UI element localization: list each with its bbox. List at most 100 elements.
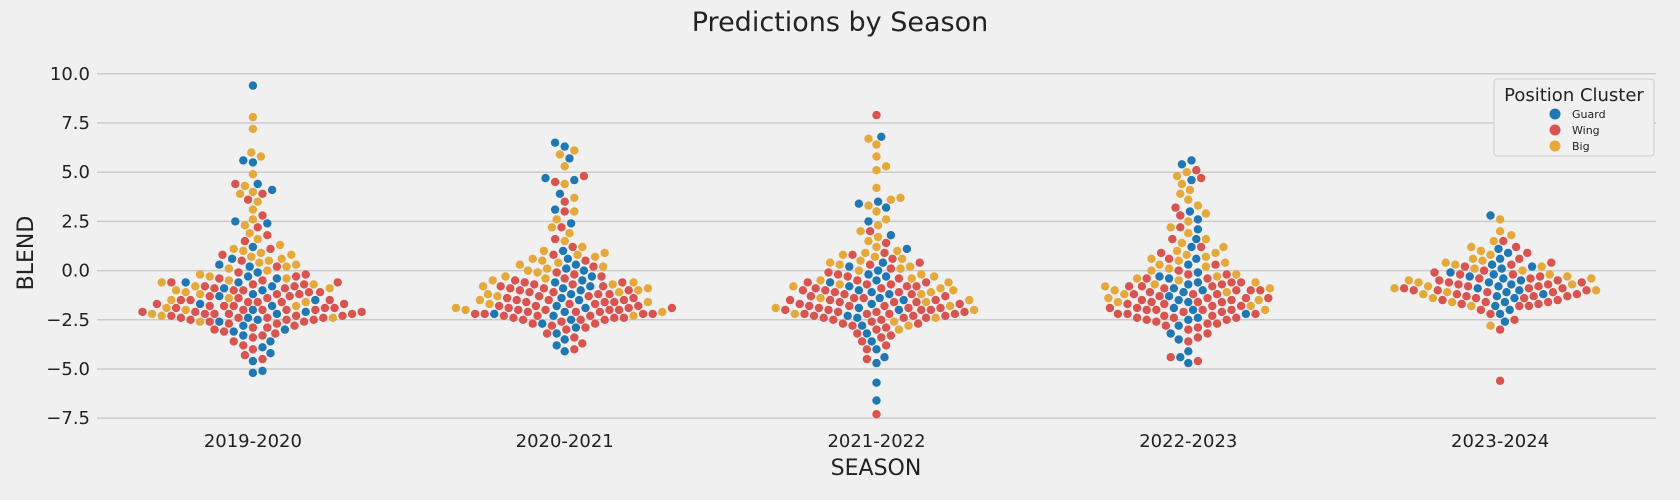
swarm-point-wing [1236, 278, 1246, 287]
swarm-point-wing [907, 290, 916, 299]
swarm-point-wing [1164, 254, 1174, 263]
x-tick-label: 2023-2024 [1451, 431, 1549, 452]
swarm-point-big [1132, 274, 1142, 283]
swarm-point-big [147, 309, 157, 319]
swarm-point-big [861, 248, 870, 258]
swarm-point-wing [271, 329, 280, 338]
swarm-point-wing [234, 313, 243, 322]
swarm-point-wing [600, 315, 609, 324]
swarm-point-wing [502, 293, 512, 303]
swarm-point-wing [1132, 303, 1142, 313]
swarm-point-wing [598, 282, 608, 291]
swarm-point-guard [272, 309, 282, 319]
swarm-point-guard [877, 132, 886, 141]
swarm-point-wing [859, 293, 868, 303]
swarm-point-big [256, 152, 266, 161]
swarm-point-big [1486, 321, 1495, 330]
swarm-point-wing [848, 250, 857, 259]
swarm-point-wing [862, 280, 872, 289]
swarm-point-big [1478, 256, 1487, 265]
swarm-point-guard [301, 307, 310, 317]
swarm-point-guard [854, 286, 864, 295]
swarm-point-wing [494, 301, 504, 311]
swarm-point-wing [595, 307, 605, 317]
swarm-point-big [451, 303, 461, 313]
swarm-point-wing [1563, 292, 1572, 301]
swarm-point-guard [872, 358, 881, 368]
x-tick-label: 2019-2020 [204, 431, 302, 452]
swarm-point-big [881, 162, 891, 171]
swarm-point-big [1441, 258, 1450, 267]
swarm-point-big [578, 242, 587, 252]
swarm-point-big [205, 272, 214, 281]
swarm-point-big [873, 232, 883, 242]
swarm-point-guard [587, 272, 597, 281]
swarm-point-wing [266, 244, 275, 254]
swarm-point-wing [357, 307, 366, 317]
swarm-point-guard [875, 293, 884, 303]
swarm-point-wing [880, 248, 889, 258]
swarm-point-big [253, 197, 262, 206]
swarm-point-guard [550, 278, 560, 287]
swarm-point-big [1232, 270, 1241, 279]
swarm-point-big [191, 282, 200, 291]
swarm-point-wing [1241, 293, 1251, 303]
swarm-point-big [1251, 278, 1260, 287]
swarm-point-wing [894, 288, 904, 297]
swarm-point-guard [258, 366, 267, 376]
swarm-point-guard [576, 286, 585, 295]
x-tick-labels: 2019-2020 2020-2021 2021-2022 2022-2023 2023… [204, 431, 1549, 452]
swarm-point-wing [886, 264, 896, 273]
swarm-point-guard [1184, 315, 1193, 324]
swarm-point-big [1174, 276, 1183, 285]
swarm-point-wing [1251, 309, 1260, 319]
swarm-point-wing [504, 303, 513, 313]
swarm-point-guard [1497, 264, 1506, 273]
swarm-point-wing [205, 292, 214, 301]
swarm-point-guard [1502, 288, 1511, 297]
swarm-point-big [1419, 290, 1428, 299]
swarm-point-wing [1156, 248, 1166, 258]
swarm-point-wing [295, 290, 304, 299]
swarm-point-big [1467, 242, 1476, 252]
swarm-point-wing [862, 309, 872, 319]
swarm-point-wing [224, 319, 234, 328]
swarm-point-big [896, 193, 905, 202]
legend: Position Cluster Guard Wing Big [1493, 78, 1655, 157]
swarm-point-big [573, 250, 582, 259]
swarm-point-guard [574, 295, 584, 305]
swarm-point-wing [1211, 260, 1220, 269]
swarm-point-wing [1511, 242, 1521, 252]
swarm-point-big [224, 293, 234, 303]
swarm-point-guard [1184, 260, 1193, 269]
swarm-point-wing [904, 303, 913, 313]
swarm-point-guard [549, 311, 558, 320]
swarm-point-big [1172, 171, 1182, 181]
swarm-point-big [917, 290, 926, 299]
swarm-point-guard [1193, 313, 1203, 322]
swarm-point-big [1164, 264, 1174, 273]
swarm-point-wing [1481, 297, 1490, 307]
swarm-point-wing [224, 309, 234, 319]
swarm-point-big [256, 248, 266, 258]
swarm-point-wing [1409, 286, 1418, 295]
swarm-point-wing [239, 286, 248, 295]
swarm-point-wing [219, 327, 229, 336]
swarm-point-wing [1582, 286, 1591, 295]
swarm-point-guard [586, 282, 595, 291]
swarm-point-big [235, 189, 245, 198]
swarm-point-big [1260, 305, 1270, 315]
swarm-point-wing [600, 297, 609, 307]
swarm-point-big [1182, 250, 1191, 259]
swarm-point-wing [865, 227, 875, 236]
swarm-point-wing [795, 299, 804, 309]
swarm-point-wing [1160, 299, 1169, 309]
swarm-point-big [658, 307, 667, 317]
swarm-point-guard [229, 327, 238, 336]
swarm-point-guard [867, 337, 876, 346]
swarm-point-guard [248, 81, 258, 90]
swarm-point-guard [1527, 262, 1537, 271]
swarm-point-wing [237, 256, 246, 265]
swarm-point-guard [853, 313, 862, 322]
swarm-point-big [945, 301, 955, 311]
